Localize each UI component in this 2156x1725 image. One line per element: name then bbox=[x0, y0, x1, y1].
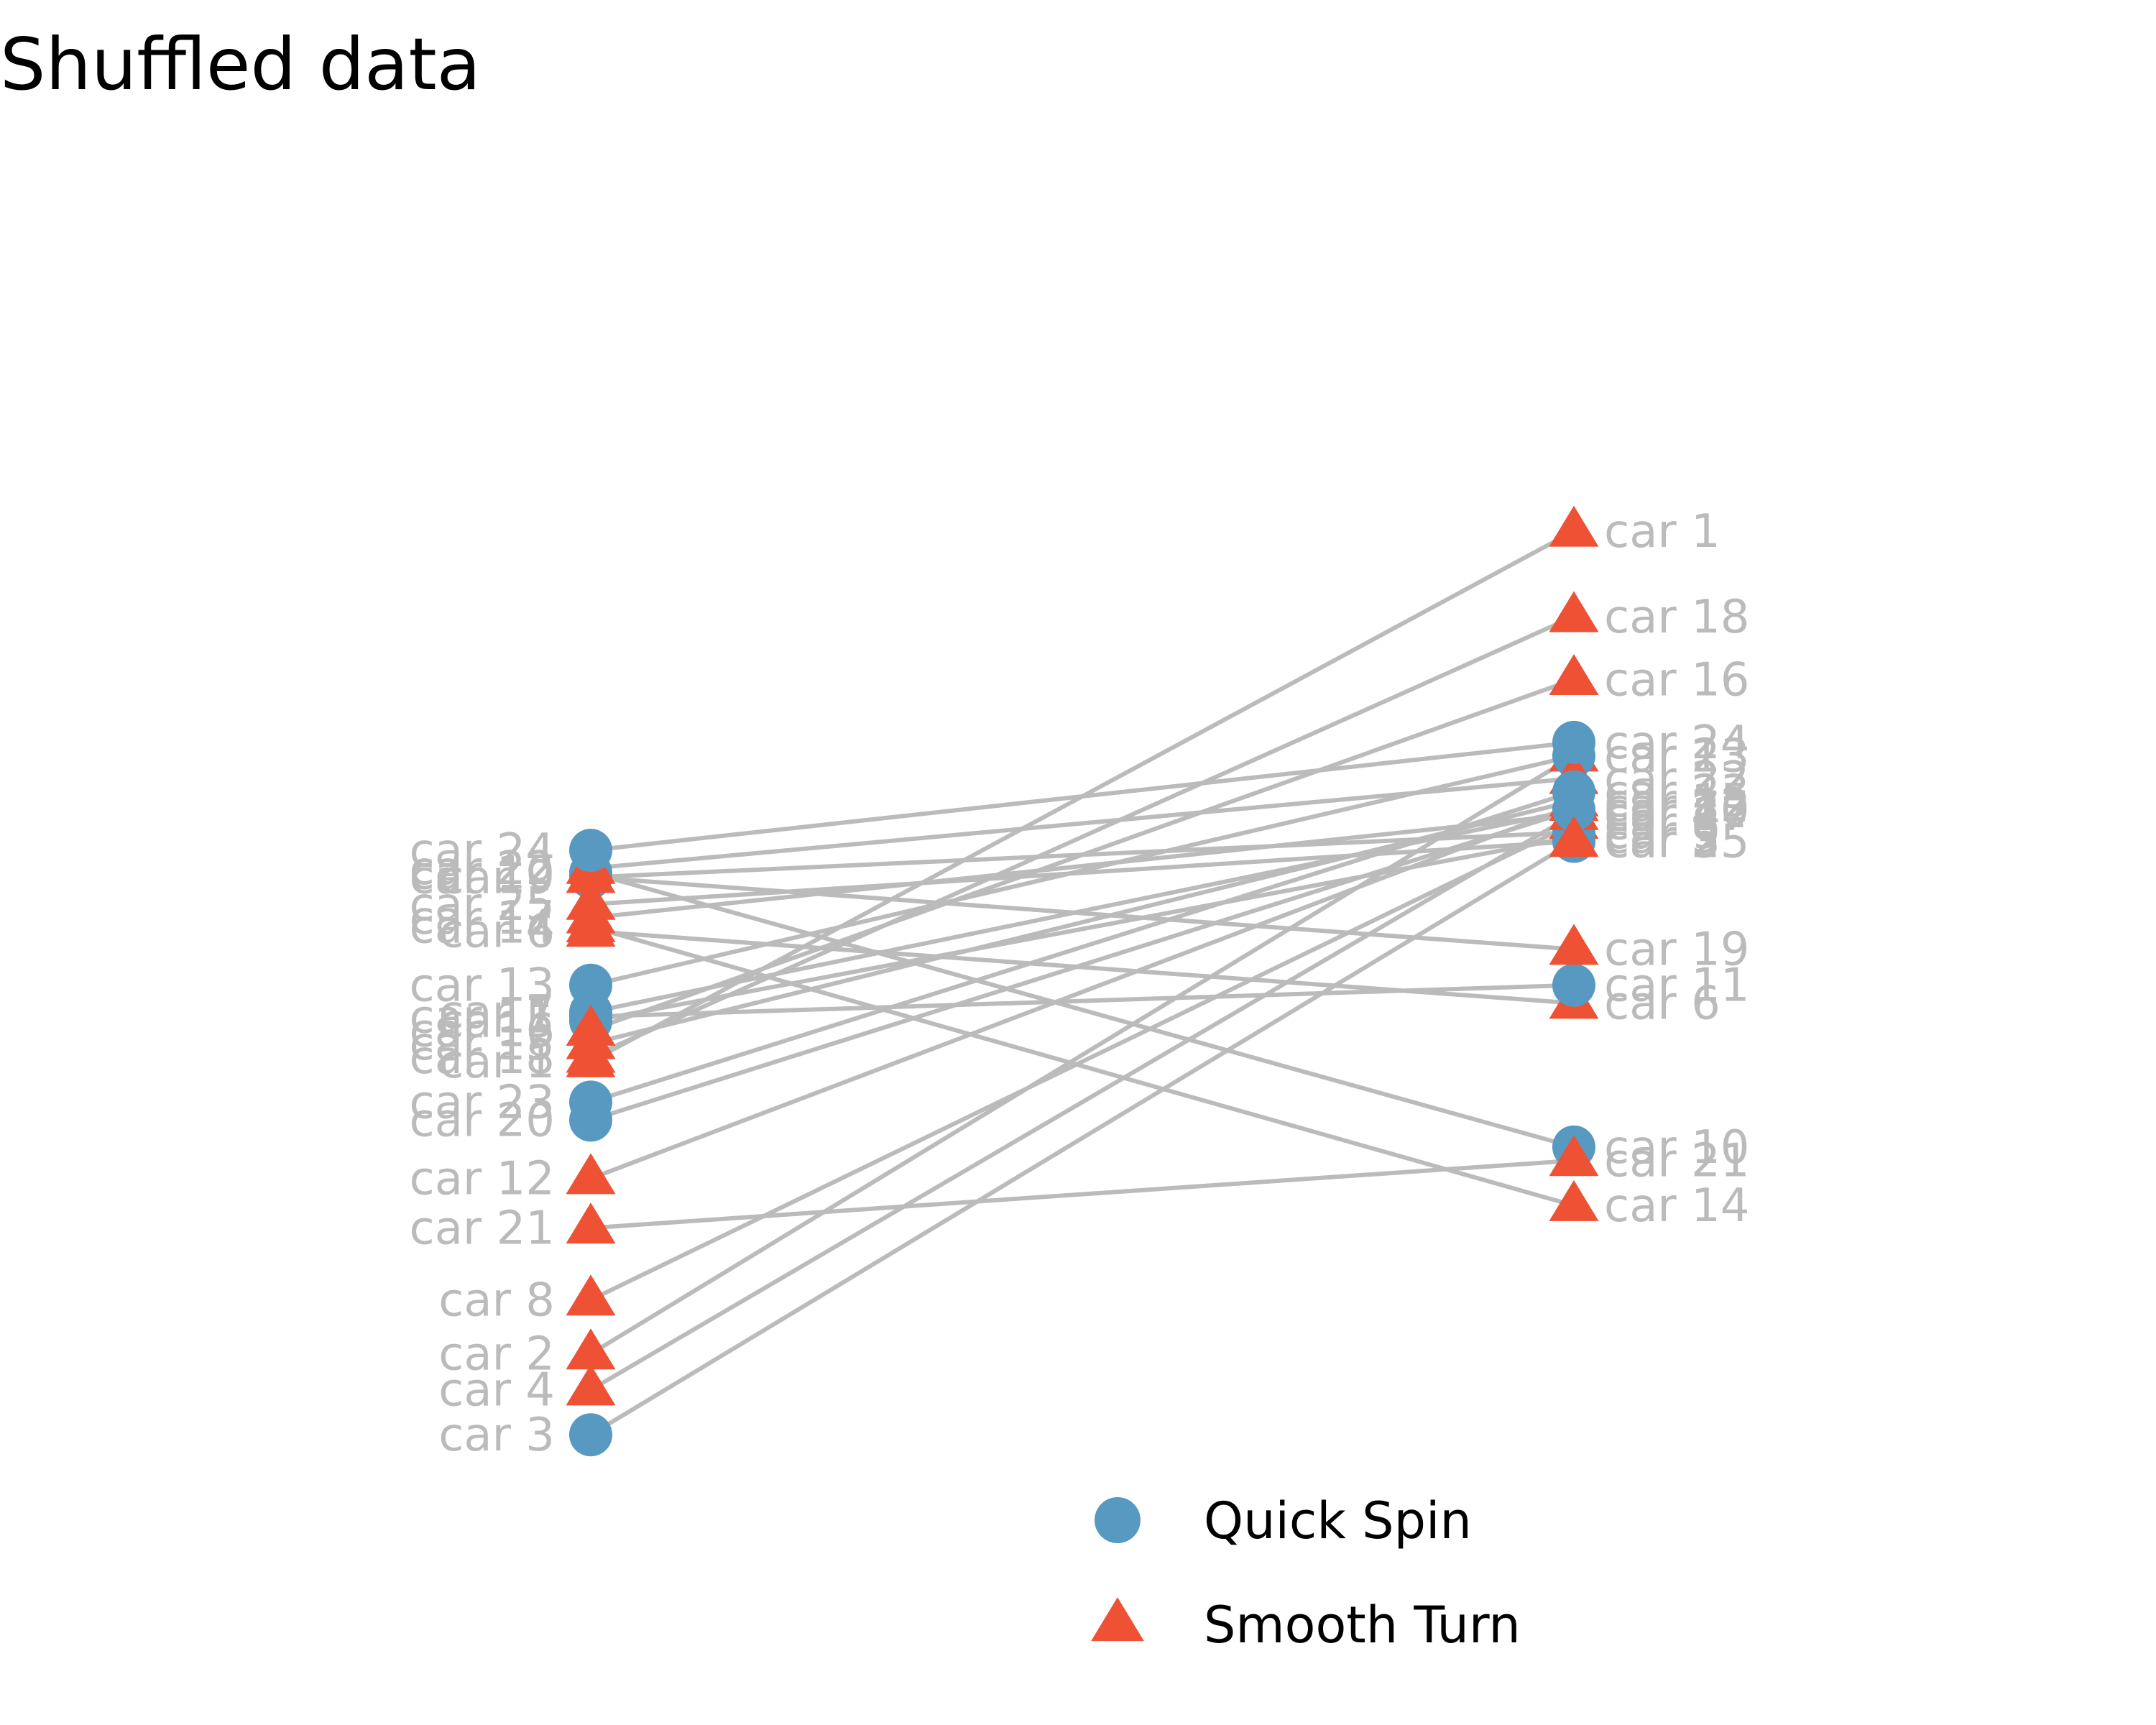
marker-right-car-14 bbox=[1549, 1179, 1599, 1221]
slope-lines bbox=[589, 529, 1575, 1437]
marker-right-car-19 bbox=[1549, 924, 1599, 965]
label-right-car-17: car 17 bbox=[1604, 788, 1750, 842]
label-right-car-9: car 9 bbox=[1604, 806, 1720, 860]
marker-left-car-8 bbox=[566, 1274, 616, 1316]
slope-line-car-23 bbox=[590, 789, 1575, 1105]
slope-line-car-3 bbox=[589, 839, 1575, 1437]
label-left-car-20: car 20 bbox=[410, 1094, 556, 1147]
marker-left-car-25 bbox=[566, 878, 616, 920]
legend-marker-quick-spin bbox=[1095, 1497, 1141, 1543]
label-left-car-12: car 12 bbox=[410, 1153, 556, 1206]
slope-line-car-19 bbox=[590, 875, 1575, 952]
label-left-car-24: car 24 bbox=[410, 824, 556, 878]
label-right-car-16: car 16 bbox=[1604, 653, 1750, 707]
label-right-car-15: car 15 bbox=[1604, 775, 1750, 828]
label-left-car-25: car 25 bbox=[410, 878, 556, 932]
marker-right-car-1 bbox=[1549, 505, 1599, 547]
label-left-car-14: car 14 bbox=[410, 901, 556, 954]
label-right-car-5: car 5 bbox=[1604, 811, 1720, 864]
label-left-car-22: car 22 bbox=[410, 842, 556, 896]
slope-line-car-21 bbox=[590, 1158, 1575, 1230]
marker-right-car-11 bbox=[1552, 963, 1595, 1007]
label-left-car-10: car 10 bbox=[410, 847, 556, 900]
label-left-car-15: car 15 bbox=[410, 1018, 556, 1071]
marker-left-car-18 bbox=[566, 1031, 616, 1073]
slope-line-car-8 bbox=[589, 821, 1575, 1302]
label-right-car-11: car 11 bbox=[1604, 960, 1750, 1013]
marker-left-car-23 bbox=[569, 1080, 612, 1124]
label-right-car-12: car 12 bbox=[1604, 779, 1750, 832]
legend-label-smooth-turn: Smooth Turn bbox=[1204, 1596, 1521, 1655]
label-left-car-13: car 13 bbox=[410, 960, 556, 1013]
slope-line-car-4 bbox=[589, 812, 1575, 1392]
slope-markers bbox=[566, 505, 1599, 1457]
label-right-car-25: car 25 bbox=[1604, 816, 1750, 869]
label-right-car-20: car 20 bbox=[1604, 784, 1750, 837]
label-right-car-3: car 3 bbox=[1604, 816, 1720, 869]
label-left-car-5: car 5 bbox=[438, 995, 555, 1049]
label-left-car-9: car 9 bbox=[438, 852, 555, 905]
label-right-car-14: car 14 bbox=[1604, 1179, 1750, 1233]
label-left-car-11: car 11 bbox=[410, 990, 556, 1044]
slope-line-car-16 bbox=[589, 677, 1575, 1033]
label-left-car-1: car 1 bbox=[438, 1036, 555, 1089]
legend: Quick Spin Smooth Turn bbox=[1091, 1491, 1521, 1655]
marker-left-car-24 bbox=[569, 829, 612, 873]
legend-label-quick-spin: Quick Spin bbox=[1204, 1491, 1472, 1550]
label-right-car-2: car 2 bbox=[1604, 730, 1720, 783]
label-right-car-7: car 7 bbox=[1604, 784, 1720, 837]
marker-left-car-13 bbox=[569, 963, 612, 1007]
label-right-car-4: car 4 bbox=[1604, 788, 1720, 842]
slope-line-car-12 bbox=[589, 803, 1575, 1181]
label-right-car-22: car 22 bbox=[1604, 753, 1750, 806]
label-right-car-6: car 6 bbox=[1604, 978, 1720, 1031]
marker-right-car-21 bbox=[1549, 1135, 1599, 1177]
label-left-car-18: car 18 bbox=[410, 1031, 556, 1085]
label-left-car-21: car 21 bbox=[410, 1202, 556, 1255]
label-right-car-18: car 18 bbox=[1604, 591, 1750, 644]
label-right-car-8: car 8 bbox=[1604, 798, 1720, 851]
label-left-car-7: car 7 bbox=[438, 986, 555, 1039]
label-right-car-23: car 23 bbox=[1604, 766, 1750, 819]
marker-left-car-21 bbox=[566, 1202, 616, 1244]
marker-left-car-3 bbox=[569, 1413, 612, 1457]
slope-line-car-18 bbox=[589, 615, 1575, 1059]
label-left-car-4: car 4 bbox=[438, 1364, 555, 1417]
slope-line-car-22 bbox=[590, 776, 1575, 871]
marker-right-car-16 bbox=[1549, 654, 1599, 696]
label-right-car-21: car 21 bbox=[1604, 1135, 1750, 1188]
marker-left-car-16 bbox=[566, 1004, 616, 1046]
label-left-car-6: car 6 bbox=[438, 906, 555, 959]
label-right-car-24: car 24 bbox=[1604, 717, 1750, 770]
slope-line-car-11 bbox=[590, 983, 1575, 1019]
marker-right-car-25 bbox=[1549, 816, 1599, 857]
legend-marker-smooth-turn bbox=[1091, 1597, 1144, 1642]
marker-right-car-18 bbox=[1549, 591, 1599, 632]
slope-line-car-17 bbox=[590, 812, 1575, 920]
marker-left-car-4 bbox=[566, 1364, 616, 1406]
slope-line-car-2 bbox=[589, 754, 1575, 1356]
label-left-car-8: car 8 bbox=[438, 1274, 555, 1328]
slope-line-car-24 bbox=[590, 740, 1575, 853]
slope-line-car-10 bbox=[590, 870, 1575, 1149]
label-left-car-3: car 3 bbox=[438, 1409, 555, 1462]
label-right-car-10: car 10 bbox=[1604, 1121, 1750, 1174]
label-right-car-19: car 19 bbox=[1604, 924, 1750, 977]
marker-right-car-24 bbox=[1552, 720, 1595, 764]
slope-line-car-20 bbox=[590, 807, 1575, 1123]
label-left-car-2: car 2 bbox=[438, 1328, 555, 1381]
label-left-car-17: car 17 bbox=[410, 892, 556, 945]
label-left-car-23: car 23 bbox=[410, 1076, 556, 1129]
marker-right-car-23 bbox=[1552, 770, 1595, 814]
label-right-car-1: car 1 bbox=[1604, 505, 1720, 558]
label-left-car-19: car 19 bbox=[410, 852, 556, 905]
label-right-car-13: car 13 bbox=[1604, 730, 1750, 783]
slope-line-car-25 bbox=[590, 839, 1575, 907]
marker-left-car-12 bbox=[566, 1153, 616, 1195]
label-left-car-16: car 16 bbox=[410, 1004, 556, 1057]
marker-left-car-2 bbox=[566, 1328, 616, 1370]
chart-title: Shuffled data bbox=[0, 22, 481, 106]
